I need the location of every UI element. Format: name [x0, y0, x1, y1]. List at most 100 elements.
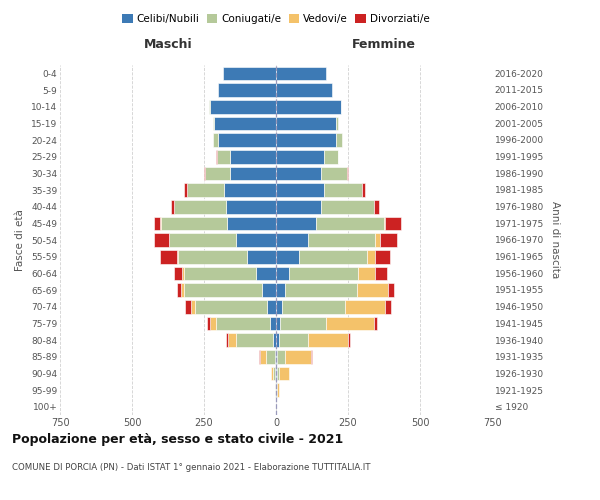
Bar: [207, 316, 210, 330]
Bar: [174, 266, 182, 280]
Bar: [273, 333, 276, 347]
Bar: [236, 333, 273, 347]
Bar: [276, 133, 337, 147]
Bar: [178, 250, 247, 264]
Text: COMUNE DI PORCIA (PN) - Dati ISTAT 1° gennaio 2021 - Elaborazione TUTTITALIA.IT: COMUNE DI PORCIA (PN) - Dati ISTAT 1° ge…: [12, 462, 371, 471]
Bar: [176, 283, 181, 297]
Bar: [374, 316, 377, 330]
Bar: [374, 200, 379, 213]
Bar: [276, 100, 341, 114]
Bar: [218, 133, 276, 147]
Bar: [276, 183, 323, 197]
Bar: [276, 166, 320, 180]
Bar: [384, 216, 385, 230]
Bar: [320, 200, 374, 213]
Bar: [191, 300, 196, 314]
Bar: [348, 333, 350, 347]
Legend: Celibi/Nubili, Coniugati/e, Vedovi/e, Divorziati/e: Celibi/Nubili, Coniugati/e, Vedovi/e, Di…: [118, 10, 434, 29]
Bar: [262, 283, 276, 297]
Bar: [362, 183, 365, 197]
Bar: [308, 333, 348, 347]
Bar: [266, 350, 275, 364]
Bar: [280, 316, 326, 330]
Bar: [308, 233, 376, 247]
Bar: [284, 283, 356, 297]
Bar: [223, 66, 276, 80]
Bar: [347, 166, 348, 180]
Y-axis label: Anni di nascita: Anni di nascita: [550, 202, 560, 278]
Bar: [282, 300, 345, 314]
Bar: [169, 233, 236, 247]
Bar: [268, 300, 276, 314]
Bar: [311, 350, 312, 364]
Bar: [277, 383, 280, 397]
Bar: [184, 266, 256, 280]
Bar: [276, 116, 337, 130]
Bar: [227, 216, 276, 230]
Bar: [276, 83, 332, 97]
Bar: [279, 333, 308, 347]
Bar: [218, 83, 276, 97]
Bar: [230, 150, 276, 164]
Bar: [276, 250, 299, 264]
Bar: [187, 183, 224, 197]
Bar: [376, 250, 390, 264]
Bar: [276, 216, 316, 230]
Bar: [196, 300, 268, 314]
Bar: [177, 250, 178, 264]
Bar: [213, 133, 218, 147]
Bar: [181, 283, 184, 297]
Bar: [184, 283, 262, 297]
Bar: [323, 150, 338, 164]
Bar: [337, 133, 342, 147]
Bar: [276, 200, 320, 213]
Bar: [184, 183, 187, 197]
Bar: [247, 250, 276, 264]
Bar: [385, 300, 391, 314]
Bar: [299, 250, 367, 264]
Bar: [154, 216, 160, 230]
Bar: [185, 300, 191, 314]
Bar: [276, 283, 284, 297]
Bar: [205, 166, 230, 180]
Bar: [284, 350, 311, 364]
Bar: [161, 216, 227, 230]
Bar: [345, 300, 385, 314]
Bar: [326, 316, 374, 330]
Bar: [215, 316, 270, 330]
Y-axis label: Fasce di età: Fasce di età: [16, 209, 25, 271]
Bar: [376, 266, 387, 280]
Bar: [204, 166, 205, 180]
Bar: [276, 150, 323, 164]
Bar: [210, 100, 276, 114]
Bar: [226, 200, 276, 213]
Bar: [273, 366, 275, 380]
Bar: [210, 316, 215, 330]
Bar: [277, 350, 284, 364]
Bar: [316, 216, 384, 230]
Text: Popolazione per età, sesso e stato civile - 2021: Popolazione per età, sesso e stato civil…: [12, 432, 343, 446]
Bar: [356, 283, 388, 297]
Bar: [279, 366, 289, 380]
Bar: [276, 316, 280, 330]
Bar: [367, 250, 376, 264]
Bar: [256, 266, 276, 280]
Bar: [271, 366, 273, 380]
Bar: [236, 233, 276, 247]
Bar: [276, 66, 326, 80]
Bar: [376, 233, 380, 247]
Bar: [171, 200, 174, 213]
Text: Femmine: Femmine: [352, 38, 416, 51]
Bar: [289, 266, 358, 280]
Bar: [276, 300, 282, 314]
Text: Maschi: Maschi: [143, 38, 193, 51]
Bar: [259, 350, 260, 364]
Bar: [182, 266, 184, 280]
Bar: [230, 166, 276, 180]
Bar: [277, 366, 279, 380]
Bar: [160, 250, 177, 264]
Bar: [154, 233, 169, 247]
Bar: [380, 233, 397, 247]
Bar: [229, 333, 236, 347]
Bar: [385, 216, 401, 230]
